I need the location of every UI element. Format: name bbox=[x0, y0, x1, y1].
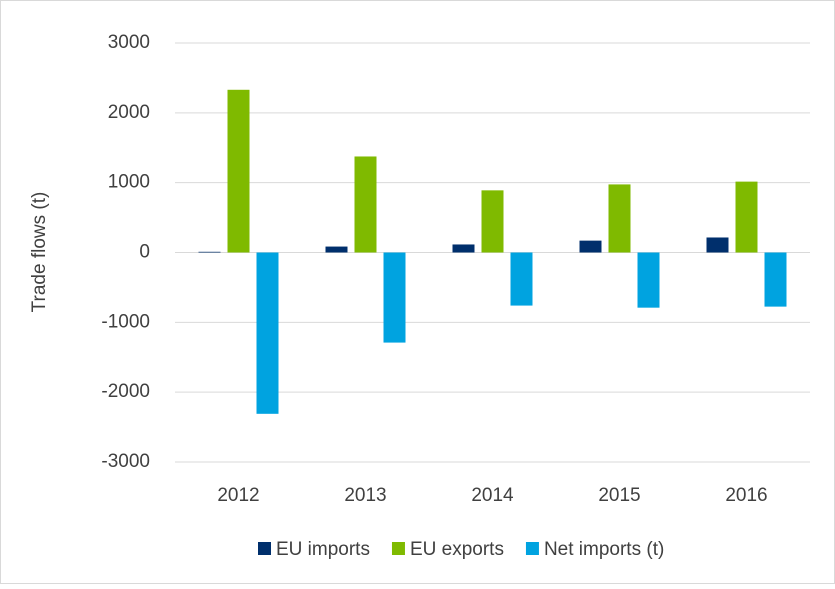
legend-swatch bbox=[391, 542, 405, 555]
bar bbox=[510, 252, 533, 306]
legend-swatch bbox=[525, 542, 539, 555]
y-tick-label: -2000 bbox=[101, 381, 150, 402]
bar bbox=[256, 252, 279, 414]
legend-label: EU imports bbox=[276, 539, 370, 560]
bar bbox=[383, 252, 406, 343]
bar bbox=[706, 237, 729, 253]
y-tick-label: 1000 bbox=[108, 172, 150, 193]
x-tick-label: 2015 bbox=[598, 485, 640, 506]
bar bbox=[481, 190, 504, 253]
bar bbox=[325, 246, 348, 253]
bar bbox=[354, 156, 377, 253]
y-axis-label: Trade flows (t) bbox=[29, 192, 50, 313]
y-tick-label: -1000 bbox=[101, 311, 150, 332]
legend-label: Net imports (t) bbox=[544, 539, 664, 560]
y-tick-label: -3000 bbox=[101, 451, 150, 472]
y-tick-label: 3000 bbox=[108, 32, 150, 53]
bar bbox=[198, 251, 221, 253]
bar bbox=[608, 184, 631, 253]
x-tick-label: 2014 bbox=[471, 485, 514, 506]
bar bbox=[452, 244, 475, 253]
bar bbox=[637, 252, 660, 308]
bar bbox=[764, 252, 787, 307]
bar bbox=[579, 240, 602, 253]
x-tick-label: 2016 bbox=[725, 485, 767, 506]
y-tick-label: 2000 bbox=[108, 102, 150, 123]
bar bbox=[227, 89, 250, 253]
x-tick-label: 2012 bbox=[217, 485, 259, 506]
y-tick-label: 0 bbox=[139, 242, 150, 263]
x-tick-label: 2013 bbox=[344, 485, 386, 506]
legend-label: EU exports bbox=[410, 539, 504, 560]
legend-swatch bbox=[258, 542, 271, 555]
bar bbox=[735, 181, 758, 253]
